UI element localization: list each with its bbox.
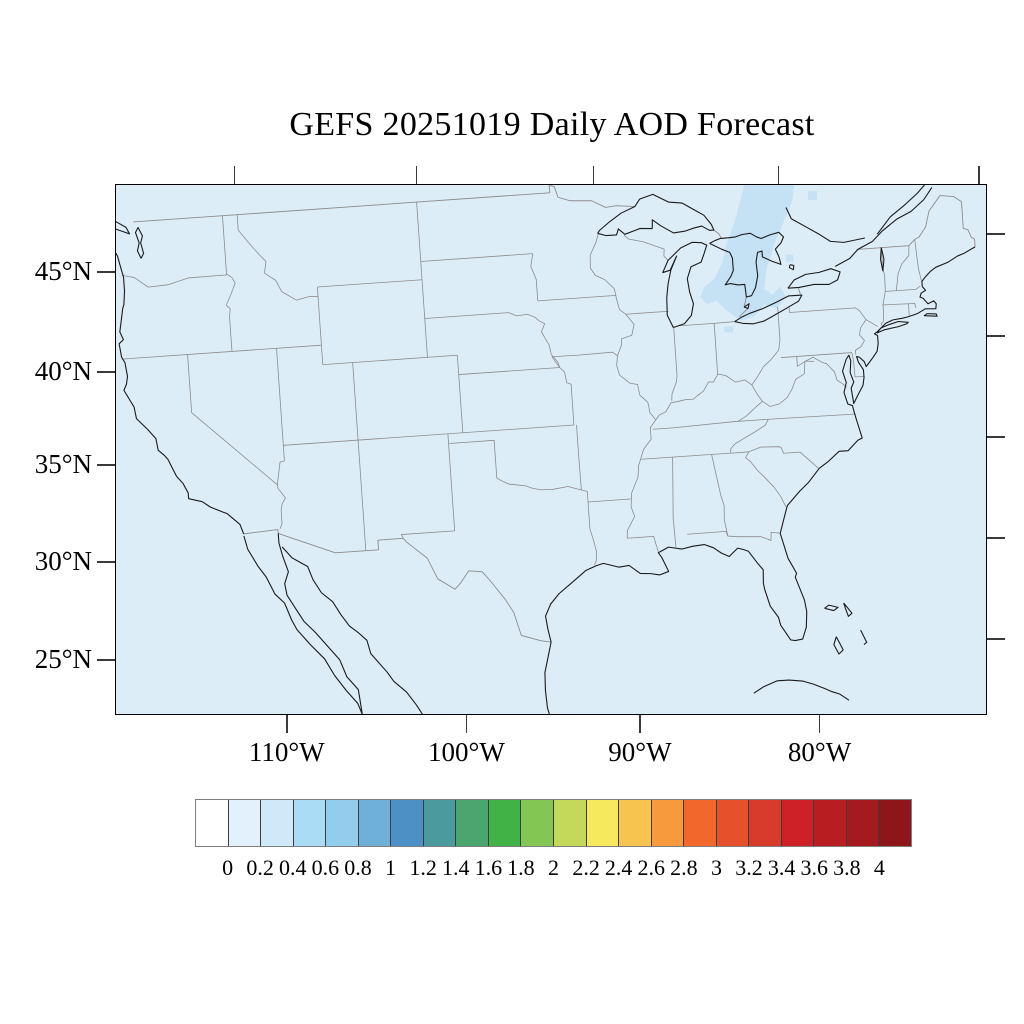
tick-mark [639,715,641,733]
colorbar-tick-label: 1.2 [409,855,437,880]
tick-mark [987,638,1005,640]
aod-patch [700,185,795,321]
lat-tick-label: 25°N [34,643,92,674]
colorbar-tick-label: 0.8 [344,855,372,880]
lat-tick-label: 35°N [34,448,92,479]
colorbar-tick-label: 3 [710,855,722,880]
aod-patch-speck [808,190,817,200]
colorbar-tick-label: 0.6 [311,855,340,880]
tick-mark [465,715,468,733]
lon-tick-label: 90°W [608,737,672,767]
tick-mark [987,335,1005,337]
lat-tick-label: 30°N [34,546,92,577]
colorbar-cell [846,800,880,846]
colorbar-tick-label: 4 [873,855,885,880]
lat-tick-label: 40°N [34,355,92,386]
tick-mark [415,166,418,184]
lon-tick-label: 80°W [787,737,852,767]
colorbar [195,799,912,847]
colorbar-cell [651,800,685,846]
tick-mark [97,659,115,661]
colorbar-cell [619,800,652,846]
colorbar-tick-label: 2 [548,855,559,880]
tick-mark [97,371,115,373]
colorbar-cell [391,800,424,846]
colorbar-cell [554,800,587,846]
lon-tick-label: 100°W [428,737,505,767]
colorbar-cell [456,800,489,846]
colorbar-cell [228,800,262,846]
colorbar-cell [293,800,327,846]
colorbar-cell [781,800,815,846]
colorbar-tick-label: 0.2 [246,855,274,880]
colorbar-cell [488,800,522,846]
us-map-svg [116,185,976,714]
map-panel [115,184,987,715]
tick-mark [592,166,595,184]
tick-mark [987,233,1005,235]
colorbar-tick-label: 0 [222,855,234,880]
colorbar-tick-label: 1.4 [441,855,470,880]
lon-tick-label: 110°W [248,737,325,767]
tick-mark [97,271,115,273]
colorbar-cell [521,800,555,846]
colorbar-cell [716,800,750,846]
colorbar-cell [586,800,620,846]
coastlines [116,185,976,714]
tick-mark [818,715,821,733]
colorbar-tick-label: 1 [385,855,397,880]
tick-mark [97,464,115,466]
colorbar-tick-label: 2.2 [572,855,600,880]
aod-patch-speck [786,254,794,262]
colorbar-cell [749,800,782,846]
colorbar-tick-label: 1.8 [507,855,535,880]
aod-patch-speck [724,326,734,333]
colorbar-cell [196,800,229,846]
lat-tick-label: 45°N [34,256,92,287]
colorbar-tick-label: 3.2 [735,855,763,880]
tick-mark [97,561,115,563]
tick-mark [987,436,1005,438]
tick-mark [286,715,288,733]
colorbar-cell [261,800,294,846]
colorbar-labels: 0 0.2 0.4 0.6 0.8 1 1.2 1.4 1.6 1.8 2 2.2 2.4 2.6 2.8 3… [0,856,1024,886]
tick-mark [233,166,236,184]
state-borders [121,202,922,566]
tick-mark [777,166,780,184]
colorbar-tick-label: 2.6 [637,855,666,880]
colorbar-tick-label: 3.6 [800,855,828,880]
colorbar-tick-label: 3.8 [833,855,861,880]
colorbar-cell [684,800,717,846]
plot-title: GEFS 20251019 Daily AOD Forecast [289,106,815,143]
colorbar-tick-label: 0.4 [279,855,307,880]
colorbar-tick-label: 2.4 [604,855,633,880]
colorbar-cell [326,800,359,846]
tick-mark [987,537,1005,539]
colorbar-cell [879,800,912,846]
national-borders [133,185,976,643]
colorbar-cell [814,800,847,846]
colorbar-tick-label: 2.8 [670,855,698,880]
colorbar-cell [358,800,392,846]
tick-mark [978,166,980,184]
colorbar-cell [423,800,457,846]
colorbar-tick-label: 1.6 [474,855,503,880]
colorbar-tick-label: 3.4 [767,855,796,880]
